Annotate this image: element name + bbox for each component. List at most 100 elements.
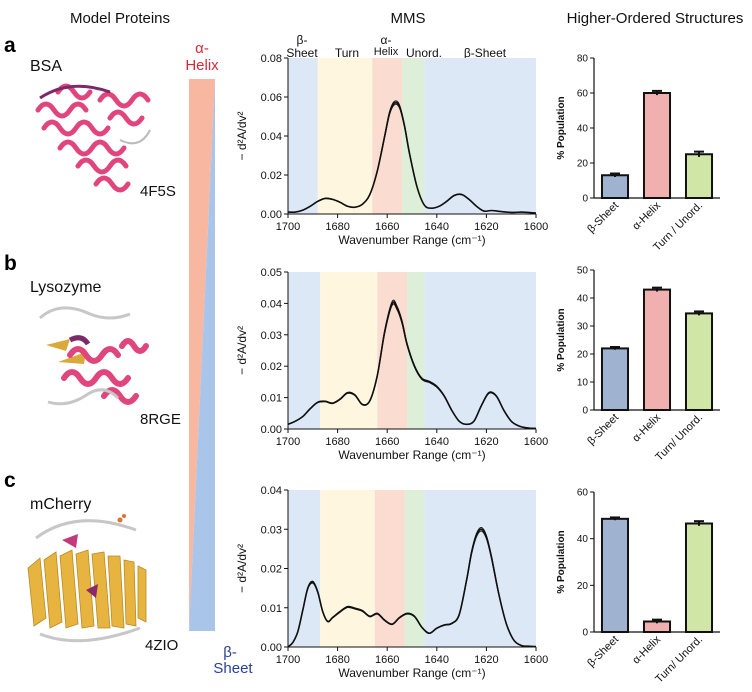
y-tick-label-3: 0.03: [261, 524, 282, 536]
bar-1: [642, 92, 672, 199]
x-tick-label-3: 1640: [425, 221, 449, 233]
region-band-4: [424, 272, 536, 429]
x-tick-label-2: 1660: [375, 436, 399, 448]
lysozyme-structure-illustration: [38, 306, 149, 406]
y-tick-label-3: 0.03: [261, 330, 282, 342]
region-label-unordered: Unord.: [406, 46, 442, 60]
region-band-0: [288, 58, 318, 214]
x-tick-label-4: 1620: [474, 221, 498, 233]
y-axis-label: % Population: [556, 96, 567, 159]
y-tick-label-4: 40: [577, 294, 589, 305]
bar-category-label-1: α-Helix: [630, 633, 663, 666]
region-band-3: [402, 58, 425, 214]
region-band-3: [404, 490, 425, 647]
protein-name-bsa: BSA: [30, 58, 62, 75]
wedge-beta-line2: Sheet: [213, 660, 253, 677]
bar-category-label-1: α-Helix: [630, 411, 663, 444]
panel-label-b: b: [4, 252, 17, 275]
pdb-code-bsa: 4F5S: [140, 183, 176, 200]
x-tick-label-3: 1640: [425, 436, 449, 448]
y-tick-label-2: 20: [577, 350, 589, 361]
region-band-2: [372, 58, 403, 214]
wedge-alpha-line2: Helix: [185, 57, 219, 74]
panel-label-c: c: [4, 469, 16, 492]
bar-category-label-0: β-Sheet: [585, 634, 621, 670]
x-tick-label-5: 1600: [524, 436, 548, 448]
y-axis-label: − d²A/dv²: [235, 544, 249, 593]
x-tick-label-5: 1600: [524, 654, 548, 666]
bsa-structure-illustration: [35, 83, 151, 193]
x-tick-label-2: 1660: [375, 654, 399, 666]
y-tick-label-4: 0.08: [261, 53, 282, 65]
region-label-alpha-l2: Helix: [374, 46, 399, 58]
beta-sheet-wedge: [189, 79, 215, 631]
x-tick-label-4: 1620: [474, 654, 498, 666]
y-tick-label-3: 60: [577, 488, 589, 499]
x-tick-label-5: 1600: [524, 221, 548, 233]
bar-0: [600, 174, 630, 199]
y-tick-label-1: 20: [577, 159, 589, 170]
header-higher-ordered: Higher-Ordered Structures: [567, 10, 744, 27]
region-label-beta-l1: β-: [297, 33, 308, 47]
y-tick-label-0: 0.00: [261, 424, 282, 436]
y-tick-label-2: 0.02: [261, 564, 282, 576]
region-band-0: [288, 272, 321, 429]
region-band-3: [407, 272, 425, 429]
y-tick-label-5: 50: [577, 266, 589, 277]
y-tick-label-5: 0.05: [261, 267, 282, 279]
header-mms: MMS: [391, 10, 426, 27]
y-tick-label-0: 0: [582, 406, 588, 417]
y-tick-label-2: 0.04: [261, 131, 282, 143]
y-tick-label-1: 20: [577, 581, 589, 592]
y-tick-label-3: 0.06: [261, 92, 282, 104]
y-tick-label-0: 0.00: [261, 209, 282, 221]
x-tick-label-1: 1680: [325, 436, 349, 448]
region-label-turn: Turn: [335, 46, 359, 60]
bar-0: [600, 347, 630, 411]
x-tick-label-1: 1680: [325, 654, 349, 666]
region-band-0: [288, 490, 321, 647]
x-tick-label-4: 1620: [474, 436, 498, 448]
y-tick-label-2: 0.02: [261, 361, 282, 373]
y-axis-label: % Population: [556, 530, 567, 593]
spectrum-line-2: [287, 530, 537, 648]
spectrum-line-2: [287, 303, 537, 429]
protein-name-mcherry: mCherry: [30, 496, 91, 513]
x-tick-label-0: 1700: [276, 221, 300, 233]
region-band-2: [374, 490, 405, 647]
mms-chart-mcherry: 1700 1680 1660 1640 1620 1600 0.00 0.01 0.02 0.03…: [235, 485, 548, 680]
y-tick-label-0: 0: [582, 628, 588, 639]
mms-chart-lysozyme: 1700 1680 1660 1640 1620 1600 0.00 0.01 0.02 0.03…: [235, 267, 548, 462]
x-axis-label: Wavenumber Range (cm⁻¹): [338, 666, 485, 680]
y-tick-label-1: 0.01: [261, 393, 282, 405]
pdb-code-lysozyme: 8RGE: [140, 411, 181, 428]
bar-2: [684, 522, 714, 633]
wedge-beta-line1: β-: [223, 644, 237, 661]
y-axis-label: % Population: [556, 308, 567, 371]
wedge-alpha-line1: α-: [195, 40, 209, 57]
x-tick-label-1: 1680: [325, 221, 349, 233]
region-label-beta-right: β-Sheet: [464, 46, 507, 60]
bar-category-label-0: β-Sheet: [585, 200, 621, 236]
x-tick-label-0: 1700: [276, 654, 300, 666]
region-label-beta-l2: Sheet: [286, 46, 318, 60]
y-tick-label-4: 0.04: [261, 485, 282, 497]
spectrum-line-1: [287, 299, 537, 429]
bar-2: [684, 312, 714, 411]
y-tick-label-4: 0.04: [261, 298, 282, 310]
spectrum-line-2: [287, 103, 537, 214]
bar-2: [684, 153, 714, 199]
region-label-alpha-l1: α-: [381, 33, 392, 47]
y-tick-label-2: 40: [577, 124, 589, 135]
y-tick-label-0: 0: [582, 194, 588, 205]
y-tick-label-1: 10: [577, 378, 589, 389]
x-tick-label-0: 1700: [276, 436, 300, 448]
bar-1: [642, 288, 672, 412]
x-axis-label: Wavenumber Range (cm⁻¹): [338, 448, 485, 462]
protein-name-lysozyme: Lysozyme: [30, 279, 102, 296]
region-band-1: [317, 58, 373, 214]
region-band-1: [320, 490, 375, 647]
